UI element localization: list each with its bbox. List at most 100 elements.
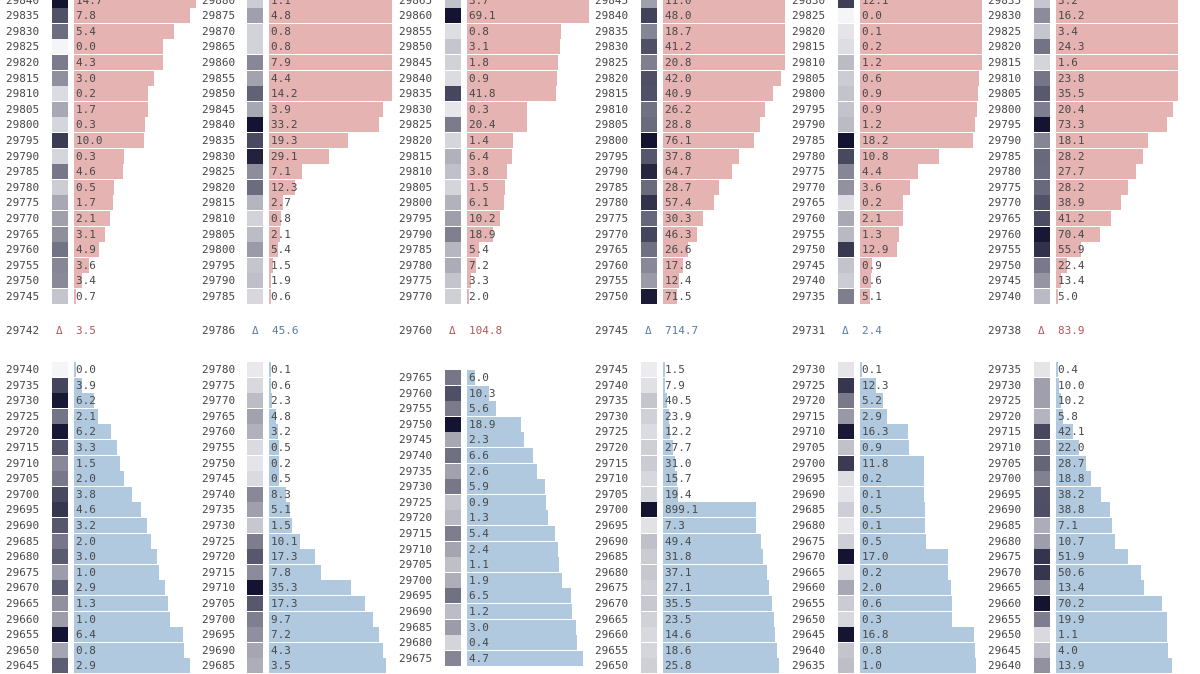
ask-level-row[interactable]: 29735 5.1 — [786, 289, 982, 304]
bid-level-row[interactable]: 29705 28.7 — [982, 455, 1178, 472]
bid-level-row[interactable]: 29695 6.5 — [393, 588, 589, 604]
ask-level-row[interactable]: 29815 0.2 — [786, 39, 982, 55]
ask-level-row[interactable]: 29815 6.4 — [393, 148, 589, 165]
ask-level-row[interactable]: 29775 3.3 — [393, 273, 589, 289]
bid-level-row[interactable]: 29740 6.6 — [393, 448, 589, 464]
bid-level-row[interactable]: 29765 4.8 — [196, 408, 392, 425]
ask-level-row[interactable]: 29805 28.8 — [589, 117, 785, 133]
ask-level-row[interactable]: 29780 7.2 — [393, 257, 589, 274]
ask-level-row[interactable]: 29835 7.8 — [0, 8, 196, 24]
bid-level-row[interactable]: 29655 6.4 — [0, 627, 196, 643]
bid-level-row[interactable]: 29720 27.7 — [589, 440, 785, 456]
ask-level-row[interactable]: 29765 26.6 — [589, 242, 785, 258]
ask-level-row[interactable]: 29750 71.5 — [589, 289, 785, 304]
bid-level-row[interactable]: 29680 0.4 — [393, 635, 589, 651]
bid-level-row[interactable]: 29685 3.5 — [196, 658, 392, 674]
ask-level-row[interactable]: 29775 30.3 — [589, 211, 785, 227]
ask-level-row[interactable]: 29790 1.2 — [786, 117, 982, 133]
bid-level-row[interactable]: 29720 5.2 — [786, 393, 982, 409]
bid-level-row[interactable]: 29720 6.2 — [0, 424, 196, 440]
ask-level-row[interactable]: 29760 17.8 — [589, 257, 785, 274]
ask-level-row[interactable]: 29800 20.4 — [982, 101, 1178, 118]
ask-level-row[interactable]: 29755 12.4 — [589, 273, 785, 289]
ask-level-row[interactable]: 29820 0.1 — [786, 23, 982, 40]
bid-level-row[interactable]: 29695 0.2 — [786, 471, 982, 487]
bid-level-row[interactable]: 29710 16.3 — [786, 424, 982, 440]
ask-level-row[interactable]: 29830 0.3 — [393, 101, 589, 118]
ask-level-row[interactable]: 29740 5.0 — [982, 289, 1178, 304]
bid-level-row[interactable]: 29760 10.3 — [393, 385, 589, 402]
bid-level-row[interactable]: 29695 7.2 — [196, 627, 392, 643]
bid-level-row[interactable]: 29705 0.9 — [786, 440, 982, 456]
ask-level-row[interactable]: 29750 12.9 — [786, 242, 982, 258]
bid-level-row[interactable]: 29760 3.2 — [196, 424, 392, 440]
bid-level-row[interactable]: 29715 42.1 — [982, 424, 1178, 440]
bid-level-row[interactable]: 29755 0.5 — [196, 440, 392, 456]
ask-level-row[interactable]: 29770 46.3 — [589, 226, 785, 243]
bid-level-row[interactable]: 29665 13.4 — [982, 580, 1178, 596]
ask-level-row[interactable]: 29830 5.4 — [0, 23, 196, 40]
ask-level-row[interactable]: 29795 0.9 — [786, 101, 982, 118]
bid-level-row[interactable]: 29740 7.9 — [589, 377, 785, 394]
bid-level-row[interactable]: 29655 0.6 — [786, 596, 982, 612]
ask-level-row[interactable]: 29805 2.1 — [196, 226, 392, 243]
ask-level-row[interactable]: 29790 1.9 — [196, 273, 392, 289]
ask-level-row[interactable]: 29755 3.6 — [0, 257, 196, 274]
ask-level-row[interactable]: 29825 20.8 — [589, 55, 785, 71]
bid-level-row[interactable]: 29650 25.8 — [589, 658, 785, 674]
ask-level-row[interactable]: 29840 48.0 — [589, 8, 785, 24]
ask-level-row[interactable]: 29775 28.2 — [982, 179, 1178, 196]
ask-level-row[interactable]: 29870 0.8 — [196, 23, 392, 40]
bid-level-row[interactable]: 29645 16.8 — [786, 627, 982, 643]
bid-level-row[interactable]: 29640 0.8 — [786, 642, 982, 659]
bid-level-row[interactable]: 29750 0.2 — [196, 455, 392, 472]
ask-level-row[interactable]: 29790 0.3 — [0, 148, 196, 165]
bid-level-row[interactable]: 29700 3.8 — [0, 486, 196, 503]
ask-level-row[interactable]: 29785 5.4 — [393, 242, 589, 258]
bid-level-row[interactable]: 29690 38.8 — [982, 502, 1178, 518]
ask-level-row[interactable]: 29830 29.1 — [196, 148, 392, 165]
bid-level-row[interactable]: 29675 51.9 — [982, 549, 1178, 565]
ask-level-row[interactable]: 29815 2.7 — [196, 195, 392, 211]
ask-level-row[interactable]: 29800 5.4 — [196, 242, 392, 258]
ask-level-row[interactable]: 29740 0.6 — [786, 273, 982, 289]
bid-level-row[interactable]: 29750 18.9 — [393, 416, 589, 433]
bid-level-row[interactable]: 29735 0.4 — [982, 362, 1178, 378]
ask-level-row[interactable]: 29810 0.8 — [196, 211, 392, 227]
ask-level-row[interactable]: 29745 0.7 — [0, 289, 196, 304]
bid-level-row[interactable]: 29670 50.6 — [982, 564, 1178, 581]
ask-level-row[interactable]: 29840 0.9 — [393, 70, 589, 87]
ask-level-row[interactable]: 29780 57.4 — [589, 195, 785, 211]
ask-level-row[interactable]: 29840 14.7 — [0, 0, 196, 9]
bid-level-row[interactable]: 29685 3.0 — [393, 619, 589, 636]
ask-level-row[interactable]: 29770 2.1 — [0, 211, 196, 227]
bid-level-row[interactable]: 29775 0.6 — [196, 377, 392, 394]
bid-level-row[interactable]: 29715 5.4 — [393, 526, 589, 542]
ask-level-row[interactable]: 29850 14.2 — [196, 86, 392, 102]
bid-level-row[interactable]: 29725 0.9 — [393, 494, 589, 511]
bid-level-row[interactable]: 29745 0.5 — [196, 471, 392, 487]
ask-level-row[interactable]: 29835 41.8 — [393, 86, 589, 102]
ask-level-row[interactable]: 29830 16.2 — [982, 8, 1178, 24]
bid-level-row[interactable]: 29690 1.2 — [393, 604, 589, 620]
bid-level-row[interactable]: 29675 27.1 — [589, 580, 785, 596]
ask-level-row[interactable]: 29805 35.5 — [982, 86, 1178, 102]
bid-level-row[interactable]: 29635 1.0 — [786, 658, 982, 674]
ask-level-row[interactable]: 29780 27.7 — [982, 164, 1178, 180]
ask-level-row[interactable]: 29810 26.2 — [589, 101, 785, 118]
ask-level-row[interactable]: 29795 1.5 — [196, 257, 392, 274]
bid-level-row[interactable]: 29645 4.0 — [982, 642, 1178, 659]
bid-level-row[interactable]: 29690 0.1 — [786, 486, 982, 503]
bid-level-row[interactable]: 29715 31.0 — [589, 455, 785, 472]
ask-level-row[interactable]: 29760 70.4 — [982, 226, 1178, 243]
ask-level-row[interactable]: 29845 3.9 — [196, 101, 392, 118]
ask-level-row[interactable]: 29880 1.1 — [196, 0, 392, 9]
ask-level-row[interactable]: 29785 28.7 — [589, 179, 785, 196]
ask-level-row[interactable]: 29760 2.1 — [786, 211, 982, 227]
bid-level-row[interactable]: 29735 3.9 — [0, 377, 196, 394]
ask-level-row[interactable]: 29795 10.0 — [0, 133, 196, 149]
bid-level-row[interactable]: 29710 15.7 — [589, 471, 785, 487]
ask-level-row[interactable]: 29865 3.7 — [393, 0, 589, 9]
bid-level-row[interactable]: 29735 40.5 — [589, 393, 785, 409]
bid-level-row[interactable]: 29700 1.9 — [393, 572, 589, 589]
